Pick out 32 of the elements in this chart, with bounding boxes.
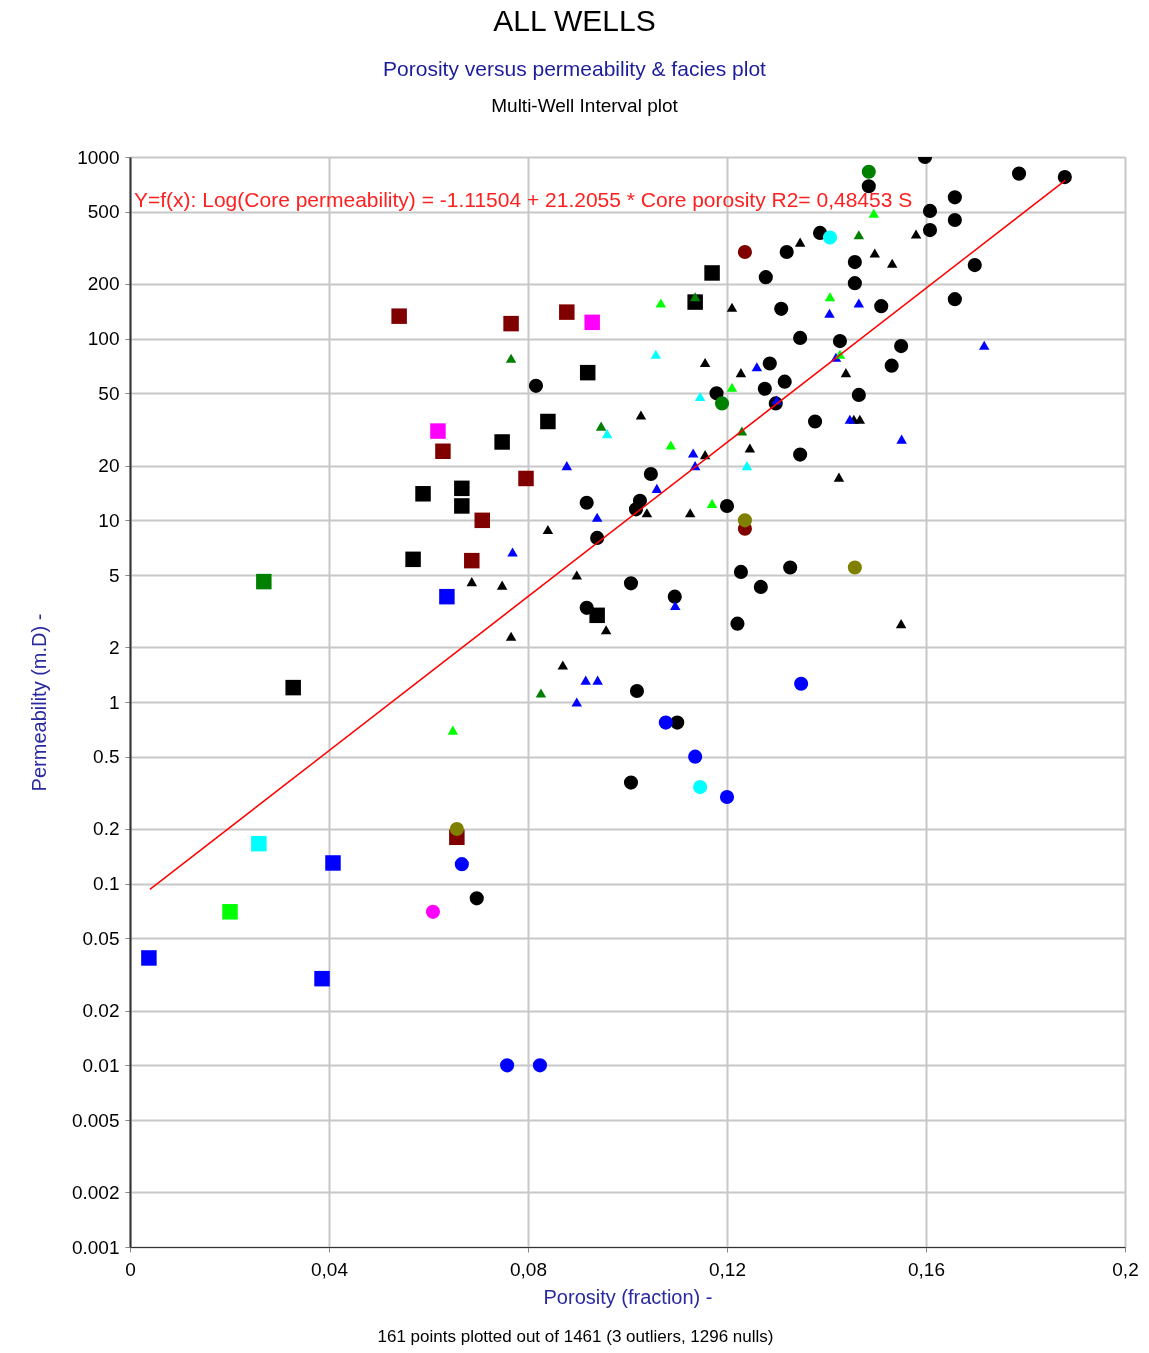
y-tick-label: 0.05 [82, 927, 120, 949]
y-tick-label: 0.005 [71, 1109, 120, 1131]
y-axis-title: Permeability (m.D) - [27, 613, 50, 792]
x-tick-label: 0,16 [908, 1258, 945, 1280]
y-tick-label: 1 [108, 691, 120, 713]
chart-subtitle: Porosity versus permeability & facies plot [383, 57, 767, 80]
y-tick-label: 0.02 [82, 1000, 120, 1022]
y-tick-label: 10 [98, 509, 120, 531]
x-tick-label: 0,04 [311, 1258, 349, 1280]
x-tick-label: 0,2 [1112, 1258, 1139, 1280]
y-tick-label: 20 [98, 455, 120, 477]
y-tick-label: 200 [87, 273, 120, 295]
y-tick-label: 0.01 [82, 1054, 120, 1076]
y-tick-label: 0.002 [71, 1181, 120, 1203]
y-tick-label: 50 [98, 382, 120, 404]
y-tick-label: 1000 [77, 146, 120, 168]
x-tick-label: 0,12 [709, 1258, 746, 1280]
chart-title: ALL WELLS [493, 4, 656, 37]
text: Multi-Well Interval plot [491, 95, 679, 116]
x-tick-label: 0,08 [510, 1258, 547, 1280]
y-tick-label: 0.001 [71, 1236, 120, 1258]
y-tick-label: 100 [87, 328, 120, 350]
x-tick-label: 0 [125, 1258, 136, 1280]
annotation: Y=f(x): Log(Core permeability) = -1.11504 + 21.2055 * Core porosity R2= 0,48453 S [134, 188, 913, 211]
x-axis-title: Porosity (fraction) - [543, 1285, 713, 1308]
text: 161 points plotted out of 1461 (3 outliers, 1296 nulls) [377, 1327, 774, 1346]
y-tick-label: 0.5 [93, 746, 120, 768]
y-tick-label: 2 [108, 636, 120, 658]
y-tick-label: 500 [87, 201, 120, 223]
y-tick-label: 0.1 [93, 873, 120, 895]
y-tick-label: 5 [108, 564, 120, 586]
y-tick-label: 0.2 [93, 818, 120, 840]
